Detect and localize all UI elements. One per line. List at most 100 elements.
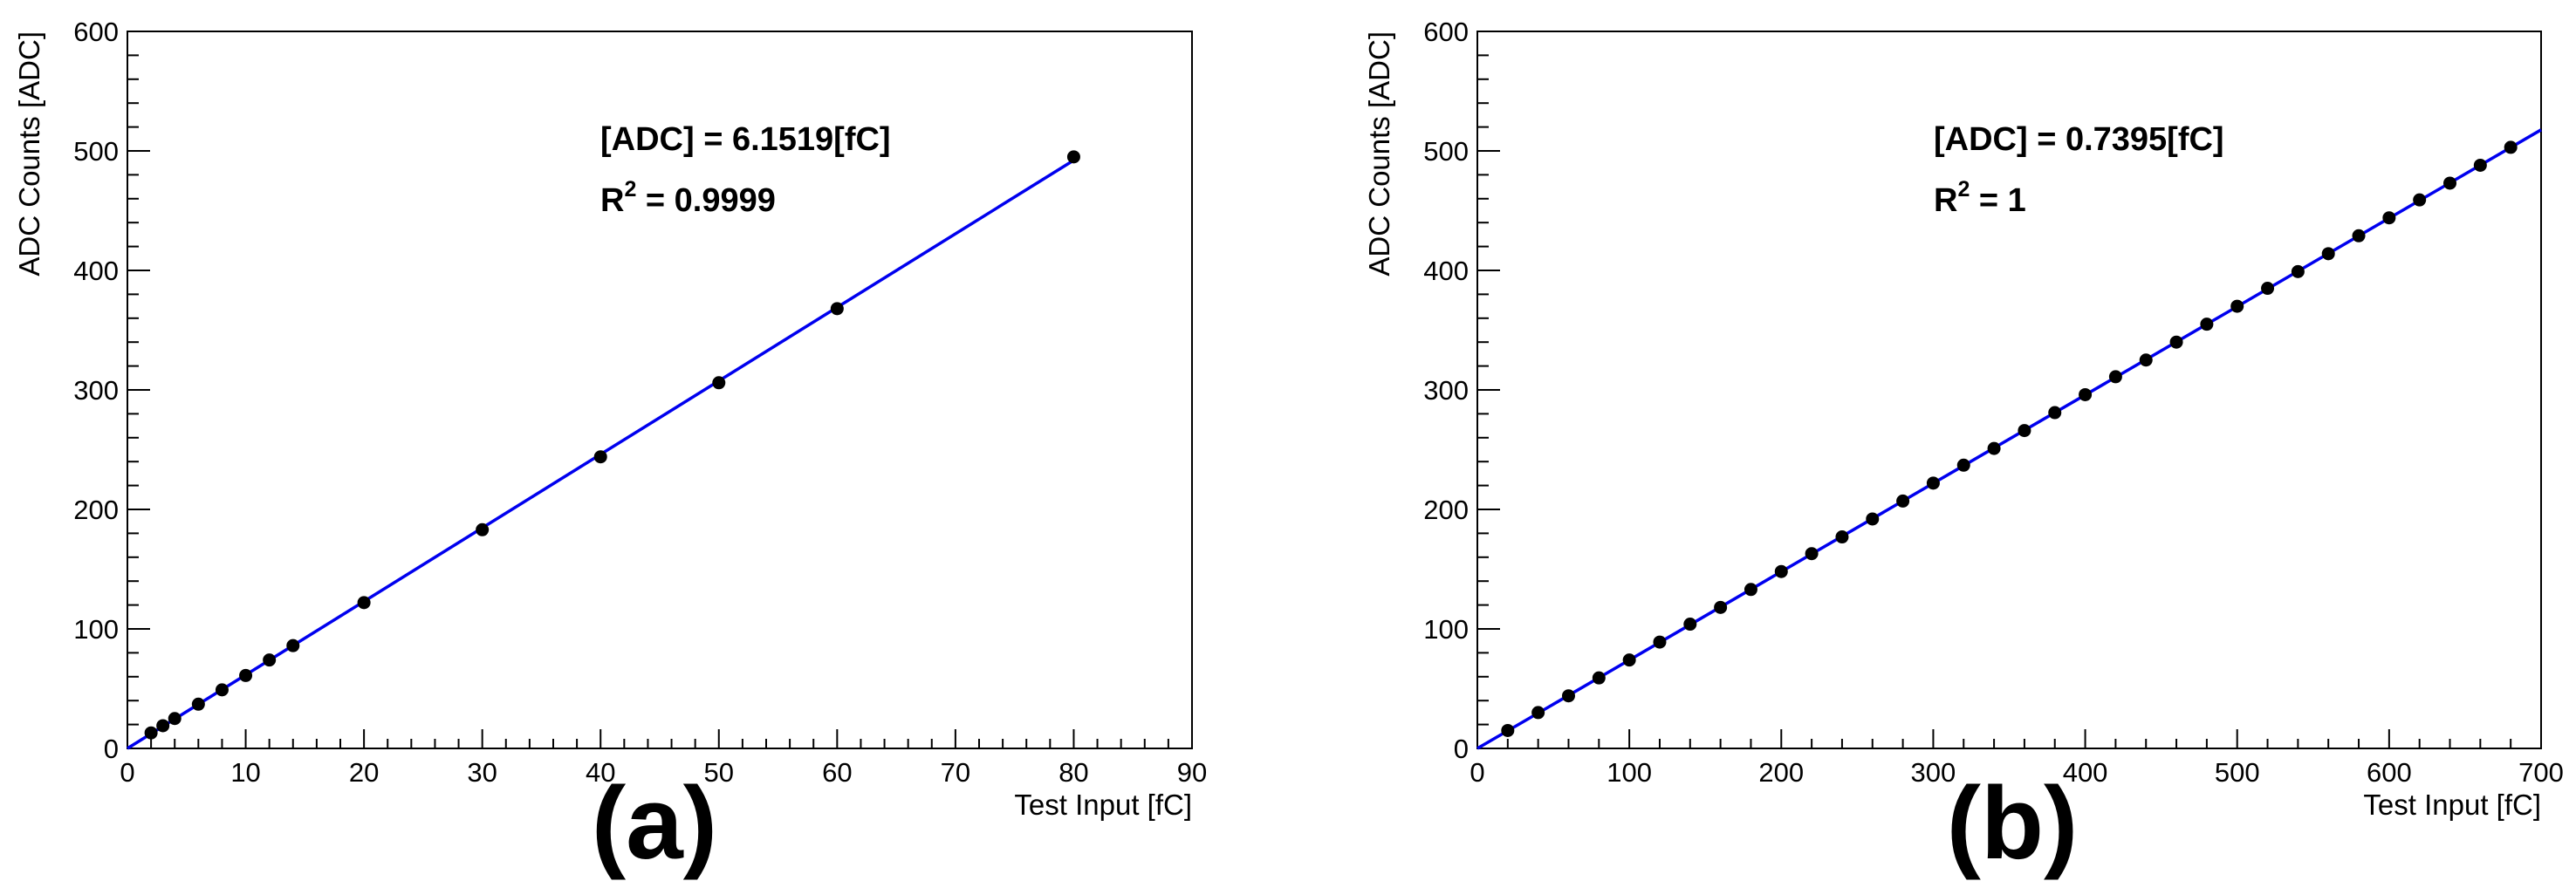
panel-b-x-tick-label: 600: [2367, 757, 2412, 788]
panel-a-y-tick-label: 300: [73, 375, 119, 406]
panel-b-r-squared-value: = 1: [1970, 182, 2025, 219]
panel-b-r-squared: R2 = 1: [1934, 177, 2026, 219]
panel-a-x-tick-label: 80: [1058, 757, 1088, 788]
panel-a-data-point: [263, 653, 277, 667]
panel-a-data-point: [286, 639, 300, 652]
panel-a-data-point: [215, 683, 229, 697]
panel-b-r-squared-symbol: R: [1934, 182, 1957, 219]
panel-b-data-point: [2352, 229, 2366, 242]
panel-b-y-tick-label: 100: [1423, 614, 1469, 645]
panel-a-data-point: [357, 596, 371, 610]
panel-b-data-point: [2018, 424, 2031, 438]
panel-b-data-point: [1926, 476, 1940, 490]
panel-b-data-point: [1592, 671, 1606, 685]
panel-b-fit-equation: [ADC] = 0.7395[fC]: [1934, 121, 2224, 158]
panel-b-data-point: [2291, 264, 2305, 278]
panel-b-y-tick-label: 500: [1423, 136, 1469, 167]
panel-b-data-point: [1561, 689, 1575, 703]
panel-b-data-point: [2108, 370, 2122, 384]
panel-b-data-point: [1531, 706, 1545, 720]
panel-b-data-point: [2473, 158, 2487, 172]
panel-a-r-squared: R2 = 0.9999: [600, 177, 776, 219]
panel-a-r-squared-symbol: R: [600, 182, 624, 219]
chart-panel-a: 0 10 20 30 40 50 60 70 80 90 0 100 200 300 400 500 600 Te…: [13, 17, 1207, 881]
panel-a-x-tick-label: 90: [1177, 757, 1207, 788]
panel-b-y-tick-label: 300: [1423, 375, 1469, 406]
panel-b-y-tick-label: 200: [1423, 495, 1469, 525]
panel-b-data-point: [1774, 564, 1788, 578]
panel-a-y-tick-label: 600: [73, 17, 119, 47]
panel-a-data-point: [191, 697, 205, 711]
panel-a-x-tick-label: 20: [349, 757, 379, 788]
panel-b-x-tick-label: 100: [1607, 757, 1652, 788]
panel-a-y-tick-label: 500: [73, 136, 119, 167]
panel-b-x-tick-label: 300: [1911, 757, 1956, 788]
panel-a-data-point: [168, 712, 182, 726]
panel-b-y-tick-label: 0: [1454, 734, 1469, 764]
panel-b-data-point: [1744, 583, 1757, 597]
panel-a-data-point: [144, 726, 158, 740]
panel-a-x-tick-label: 70: [941, 757, 970, 788]
panel-b-data-point: [1714, 600, 1728, 614]
panel-b-data-point: [2048, 406, 2062, 420]
panel-a-x-tick-label: 60: [822, 757, 852, 788]
panel-a-data-point: [239, 668, 253, 682]
panel-b-r-squared-exponent: 2: [1957, 177, 1970, 201]
panel-a-y-tick-label: 200: [73, 495, 119, 525]
panel-b-data-point: [2321, 247, 2335, 261]
panel-a-data-point: [712, 376, 726, 390]
panel-a-data-point: [593, 450, 607, 464]
panel-a-data-point: [1066, 150, 1080, 164]
panel-b-data-point: [1956, 458, 1970, 472]
panel-a-x-tick-label: 40: [586, 757, 615, 788]
panel-b-y-tick-label: 600: [1423, 17, 1469, 47]
panel-b-data-point: [1683, 618, 1697, 632]
panel-b-data-point: [2200, 318, 2214, 331]
panel-b-data-point: [1987, 441, 2001, 455]
panel-b-data-point: [1896, 494, 1910, 508]
panel-b-x-tick-label: 700: [2518, 757, 2564, 788]
panel-b-data-point: [1622, 653, 1636, 667]
panel-b-data-point: [2230, 299, 2244, 313]
panel-a-r-squared-value: = 0.9999: [636, 182, 776, 219]
panel-b-x-tick-label: 0: [1470, 757, 1484, 788]
panel-b-data-point: [1501, 723, 1515, 737]
panel-b-data-point: [2443, 176, 2457, 190]
panel-a-x-axis-title: Test Input [fC]: [1014, 789, 1192, 821]
panel-a-label: (a): [592, 766, 717, 881]
panel-b-y-tick-label: 400: [1423, 256, 1469, 286]
panel-b-data-point: [2413, 193, 2427, 207]
panel-b-data-point: [2382, 211, 2396, 225]
panel-a-data-point: [830, 302, 844, 316]
panel-a-x-tick-label: 10: [230, 757, 260, 788]
panel-b-x-tick-label: 500: [2215, 757, 2260, 788]
panel-b-x-tick-label: 400: [2063, 757, 2108, 788]
panel-b-data-point: [2504, 140, 2518, 154]
chart-panel-b: 0 100 200 300 400 500 600 700 0 100 200 300 400 500 60…: [1363, 17, 2564, 881]
panel-a-x-tick-label: 30: [467, 757, 497, 788]
panel-b-data-point: [1805, 547, 1819, 561]
panel-a-x-tick-label: 50: [704, 757, 734, 788]
panel-a-y-tick-label: 400: [73, 256, 119, 286]
panel-a-fit-equation: [ADC] = 6.1519[fC]: [600, 121, 891, 158]
panel-b-x-axis-title: Test Input [fC]: [2363, 789, 2541, 821]
panel-b-data-point: [2079, 387, 2093, 401]
panel-a-data-point: [156, 719, 170, 733]
panel-b-data-point: [2139, 353, 2153, 367]
panel-b-data-point: [1835, 530, 1849, 544]
panel-b-data-point: [1653, 635, 1667, 649]
panel-b-y-axis-title: ADC Counts [ADC]: [1363, 31, 1395, 277]
panel-b-data-point: [2261, 282, 2275, 296]
panel-a-y-axis-title: ADC Counts [ADC]: [13, 31, 45, 277]
panel-a-y-tick-label: 100: [73, 614, 119, 645]
panel-b-label: (b): [1947, 766, 2079, 881]
panel-a-r-squared-exponent: 2: [624, 177, 636, 201]
panel-a-data-point: [476, 522, 490, 536]
panel-a-x-tick-label: 0: [120, 757, 134, 788]
panel-b-x-tick-label: 200: [1758, 757, 1804, 788]
panel-a-y-tick-label: 0: [104, 734, 119, 764]
panel-b-data-point: [2169, 335, 2183, 349]
panel-b-data-point: [1866, 512, 1880, 526]
panel-b-fit-line: [1476, 128, 2542, 750]
